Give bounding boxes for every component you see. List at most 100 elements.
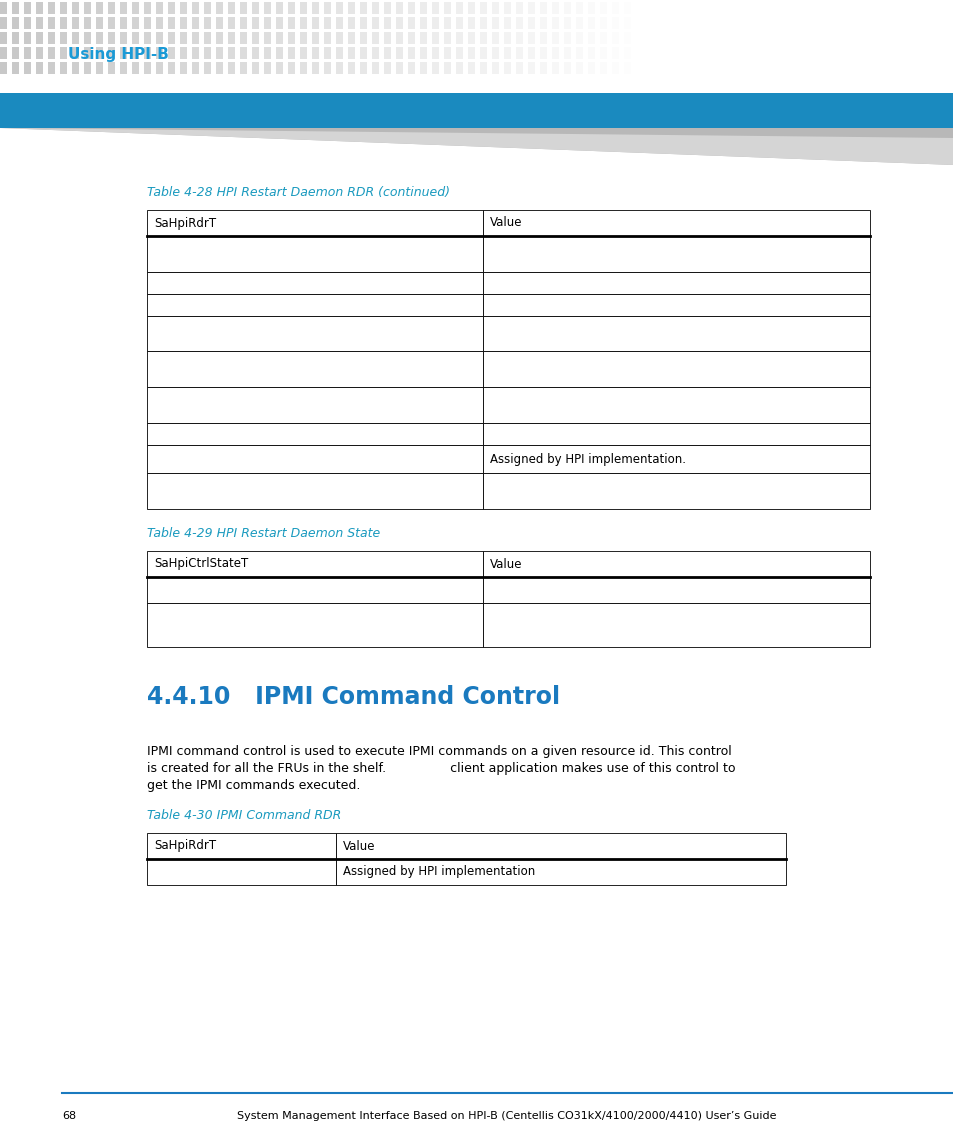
Bar [743,2,750,14]
Bar [887,2,894,14]
Bar [147,423,482,445]
Bar [180,62,187,74]
Bar [827,2,834,14]
Bar [132,2,139,14]
Bar [612,47,618,60]
Bar [312,2,318,14]
Bar [527,47,535,60]
Bar [288,17,294,29]
Bar [492,17,498,29]
Text: Value: Value [490,216,522,229]
Bar [24,17,30,29]
Bar [144,47,151,60]
Bar [576,62,582,74]
Bar [147,551,482,577]
Bar [252,47,258,60]
Bar [947,47,953,60]
Bar [48,62,55,74]
Bar [12,47,19,60]
Bar [419,2,427,14]
Bar [0,17,7,29]
Bar [456,17,462,29]
Bar [516,47,522,60]
Bar [587,17,595,29]
Bar [395,2,402,14]
Bar [887,62,894,74]
Bar [683,2,690,14]
Bar [84,47,91,60]
Bar [48,17,55,29]
Bar [683,32,690,44]
Bar [815,2,822,14]
Bar [899,62,906,74]
Bar [899,17,906,29]
Bar [288,32,294,44]
Bar [215,32,223,44]
Bar [252,32,258,44]
Bar [144,32,151,44]
Bar [659,62,666,74]
Bar [180,47,187,60]
Bar [671,17,679,29]
Bar [587,47,595,60]
Bar [395,47,402,60]
Bar [827,32,834,44]
Bar [767,2,774,14]
Bar [791,2,799,14]
Bar [863,17,870,29]
Bar [299,32,307,44]
Bar [36,47,43,60]
Bar [791,32,799,44]
Bar [539,2,546,14]
Bar [482,577,869,603]
Bar [875,2,882,14]
Bar [204,32,211,44]
Bar [384,2,391,14]
Bar [707,2,714,14]
Bar [720,32,726,44]
Bar [0,32,7,44]
Bar [791,47,799,60]
Bar [899,2,906,14]
Bar [696,2,702,14]
Bar [147,387,482,423]
Bar [503,17,511,29]
Bar [587,62,595,74]
Bar [659,2,666,14]
Bar [539,32,546,44]
Bar [552,2,558,14]
Bar [96,47,103,60]
Text: Using HPI-B: Using HPI-B [68,47,169,63]
Bar [935,2,942,14]
Bar [803,17,810,29]
Bar [312,62,318,74]
Bar [815,17,822,29]
Bar [384,17,391,29]
Bar [443,62,451,74]
Bar [71,62,79,74]
Bar [147,603,482,647]
Bar [299,47,307,60]
Bar [168,32,174,44]
Bar [731,2,739,14]
Bar [168,2,174,14]
Bar [492,32,498,44]
Bar [204,17,211,29]
Bar [755,47,762,60]
Text: SaHpiRdrT: SaHpiRdrT [153,839,216,853]
Bar [851,17,858,29]
Bar [503,2,511,14]
Bar [659,17,666,29]
Bar [84,2,91,14]
Bar [60,47,67,60]
Bar [180,17,187,29]
Bar [456,32,462,44]
Bar [479,62,486,74]
Text: SaHpiRdrT: SaHpiRdrT [153,216,216,229]
Bar [468,17,475,29]
Bar [492,2,498,14]
Bar [275,2,283,14]
Bar [755,17,762,29]
Bar [527,17,535,29]
Bar [120,32,127,44]
